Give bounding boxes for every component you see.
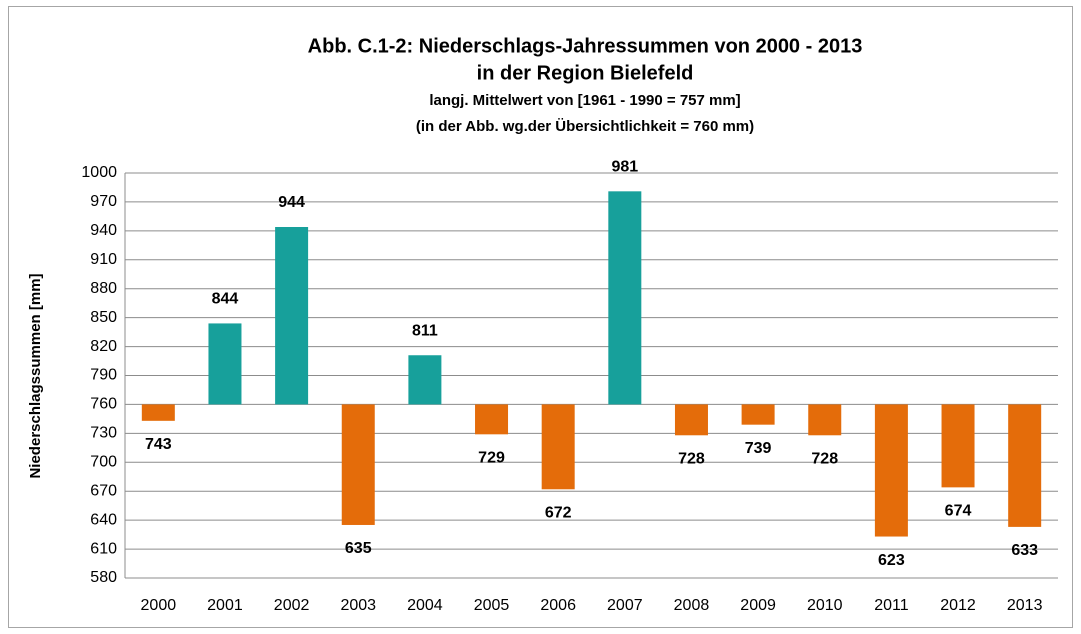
x-tick-label: 2001 [207, 597, 243, 614]
bar [1008, 404, 1042, 527]
x-tick-label: 2010 [807, 597, 843, 614]
bar [941, 404, 975, 488]
value-label: 674 [945, 503, 972, 520]
bar [208, 323, 242, 405]
value-label: 728 [678, 451, 705, 468]
y-tick-label: 940 [90, 222, 117, 239]
value-label: 811 [412, 322, 438, 339]
value-label: 743 [145, 436, 172, 453]
bar [874, 404, 908, 537]
y-tick-label: 910 [90, 251, 117, 268]
y-tick-label: 880 [90, 280, 117, 297]
value-label: 739 [745, 440, 772, 457]
y-tick-label: 1000 [81, 164, 117, 181]
chart-title: in der Region Bielefeld [477, 62, 694, 84]
y-tick-label: 760 [90, 396, 117, 413]
y-tick-label: 730 [90, 425, 117, 442]
x-tick-label: 2012 [940, 597, 976, 614]
bar [275, 227, 309, 405]
x-tick-label: 2007 [607, 597, 643, 614]
value-label: 728 [811, 451, 838, 468]
value-label: 844 [212, 291, 239, 308]
chart-title: Abb. C.1-2: Niederschlags-Jahressummen v… [308, 35, 863, 57]
value-label: 729 [478, 450, 505, 467]
bar [741, 404, 775, 425]
bar [808, 404, 842, 436]
y-tick-label: 790 [90, 367, 117, 384]
y-tick-label: 820 [90, 338, 117, 355]
x-tick-label: 2009 [740, 597, 776, 614]
x-tick-label: 2003 [340, 597, 376, 614]
x-tick-label: 2006 [540, 597, 576, 614]
x-tick-label: 2008 [674, 597, 710, 614]
value-label: 633 [1011, 542, 1038, 559]
bar [341, 404, 375, 525]
y-tick-label: 580 [90, 569, 117, 586]
x-tick-label: 2013 [1007, 597, 1043, 614]
x-tick-label: 2002 [274, 597, 310, 614]
chart-subtitle: (in der Abb. wg.der Übersichtlichkeit = … [416, 118, 754, 135]
bar [408, 355, 442, 405]
y-tick-label: 700 [90, 454, 117, 471]
x-tick-label: 2000 [141, 597, 177, 614]
y-tick-label: 850 [90, 309, 117, 326]
y-tick-label: 640 [90, 511, 117, 528]
value-label: 623 [878, 552, 905, 569]
bar [475, 404, 509, 435]
chart-subtitle: langj. Mittelwert von [1961 - 1990 = 757… [429, 92, 740, 109]
bar [608, 191, 642, 405]
x-tick-label: 2011 [874, 597, 909, 614]
bar [541, 404, 575, 490]
value-label: 672 [545, 505, 572, 522]
y-tick-label: 970 [90, 193, 117, 210]
x-tick-label: 2005 [474, 597, 510, 614]
value-label: 944 [278, 194, 305, 211]
bar [141, 404, 175, 421]
y-tick-label: 670 [90, 482, 117, 499]
y-tick-label: 610 [90, 540, 117, 557]
value-label: 981 [611, 159, 638, 176]
value-label: 635 [345, 540, 372, 557]
x-tick-label: 2004 [407, 597, 443, 614]
y-axis-label: Niederschlagssummen [mm] [27, 273, 44, 478]
bar [674, 404, 708, 436]
